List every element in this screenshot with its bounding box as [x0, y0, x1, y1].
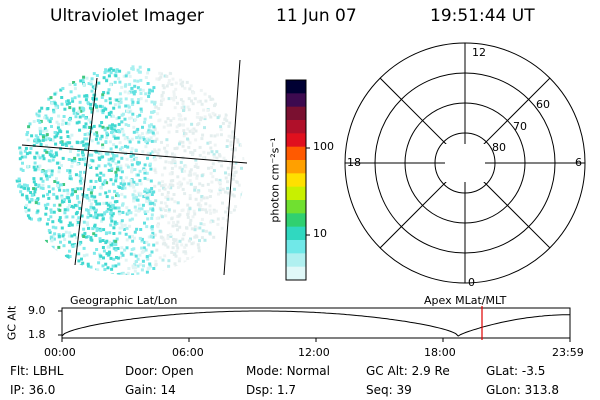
colorbar-tick-10: 10 [313, 227, 327, 240]
colorbar-unit-label: photon cm⁻²s⁻¹ [268, 137, 282, 223]
latitude-line [21, 144, 248, 164]
colorbar-cell [286, 253, 306, 268]
colorbar-cell [286, 120, 306, 134]
timeline-y-tick-max: 9.0 [28, 304, 46, 317]
colorbar-cell [286, 93, 306, 108]
status-door: Door: Open [125, 364, 194, 378]
mlt-label-18: 18 [347, 156, 361, 169]
colorbar-cell [286, 240, 306, 254]
mlat-label-80: 80 [492, 141, 506, 154]
colorbar-cell [286, 200, 306, 214]
status-ip: IP: 36.0 [10, 383, 56, 397]
instrument-title: Ultraviolet Imager [50, 6, 204, 26]
status-glat: GLat: -3.5 [486, 364, 546, 378]
meridian-line-right [223, 59, 241, 276]
altitude-timeline [58, 306, 571, 342]
colorbar-cell [286, 160, 306, 174]
polar-grid [344, 42, 586, 284]
status-glon: GLon: 313.8 [486, 383, 559, 397]
status-dsp: Dsp: 1.7 [246, 383, 297, 397]
earth-uv-image [15, 59, 248, 276]
colorbar-cell [286, 186, 306, 201]
status-seq: Seq: 39 [366, 383, 412, 397]
date-label: 11 Jun 07 [276, 6, 357, 26]
timeline-x-tick-2359: 23:59 [552, 346, 584, 359]
mlt-label-6: 6 [575, 156, 582, 169]
colorbar-cell [286, 226, 306, 241]
status-gc-alt: GC Alt: 2.9 Re [366, 364, 450, 378]
timeline-y-tick-min: 1.8 [28, 328, 46, 341]
mlat-label-60: 60 [536, 98, 550, 111]
colorbar-cell [286, 80, 306, 94]
colorbar-tick-100: 100 [313, 140, 334, 153]
mlat-label-70: 70 [513, 120, 527, 133]
colorbar-cell [286, 173, 306, 188]
colorbar-cell [286, 133, 306, 148]
status-mode: Mode: Normal [246, 364, 330, 378]
mlt-label-12: 12 [472, 46, 486, 59]
mlt-label-0: 0 [468, 276, 475, 289]
timeline-x-tick-1800: 18:00 [424, 346, 456, 359]
colorbar-cell [286, 213, 306, 228]
timeline-x-tick-1200: 12:00 [298, 346, 330, 359]
timeline-x-tick-0600: 06:00 [172, 346, 204, 359]
status-gain: Gain: 14 [125, 383, 176, 397]
colorbar-cell [286, 146, 306, 161]
time-label: 19:51:44 UT [430, 6, 535, 26]
color-bar [285, 79, 310, 281]
timeline-x-tick-0000: 00:00 [44, 346, 76, 359]
timeline-left-caption: Geographic Lat/Lon [70, 294, 178, 307]
colorbar-cell [286, 106, 306, 121]
timeline-y-axis-label: GC Alt [5, 305, 19, 341]
status-flt: Flt: LBHL [10, 364, 64, 378]
colorbar-cell [286, 266, 306, 281]
timeline-right-caption: Apex MLat/MLT [424, 294, 507, 307]
meridian-line-left [74, 77, 98, 266]
